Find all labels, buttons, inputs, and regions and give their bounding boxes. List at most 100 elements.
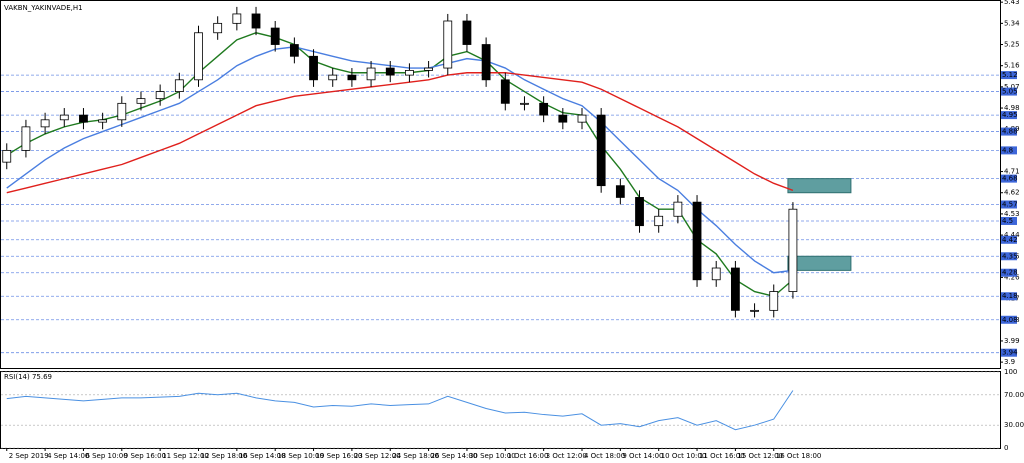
candle-body xyxy=(251,13,261,29)
rsi-tick-label: 100 xyxy=(1004,368,1017,376)
level-label: 4.88 xyxy=(1002,128,1018,136)
y-tick-label: 5.25 xyxy=(1004,41,1020,49)
candle-body xyxy=(385,67,395,76)
zone xyxy=(787,178,852,194)
candle-body xyxy=(520,102,529,105)
candle-body xyxy=(405,70,414,76)
x-tick-label: 3 Oct 12:00 xyxy=(546,452,587,460)
level-label: 4.42 xyxy=(1002,236,1018,244)
level-box xyxy=(1001,235,1017,244)
candle-body xyxy=(347,74,357,81)
level-label: 4.5 xyxy=(1002,217,1013,225)
x-tick-label: 19 Sep 16:00 xyxy=(316,452,363,460)
level-box xyxy=(1001,111,1017,120)
level-label: 4.08 xyxy=(1002,316,1018,324)
y-tick-label: 5.16 xyxy=(1004,62,1020,70)
candle-body xyxy=(500,79,510,104)
candle-body xyxy=(309,55,318,81)
level-box xyxy=(1001,146,1017,155)
candle-body xyxy=(443,20,453,69)
level-label: 4.18 xyxy=(1002,292,1018,300)
candle-body xyxy=(174,79,184,92)
level-label: 4.8 xyxy=(1002,146,1013,154)
candle-body xyxy=(232,13,242,24)
x-tick-label: 30 Sep 10:00 xyxy=(469,452,516,460)
y-tick-label: 4.26 xyxy=(1004,273,1020,281)
candle-body xyxy=(213,22,223,34)
x-tick-label: 12 Sep 18:00 xyxy=(200,452,247,460)
candle-body xyxy=(481,44,491,81)
candle-body xyxy=(328,74,338,81)
level-box xyxy=(1001,252,1017,261)
level-box xyxy=(1001,71,1017,80)
candle-body xyxy=(194,32,203,81)
candle-body xyxy=(59,114,69,121)
candle-body xyxy=(558,114,568,123)
level-box xyxy=(1001,127,1017,136)
candle-body xyxy=(155,91,165,100)
chart-title: VAKBN_YAKINVADE,H1 xyxy=(4,4,83,12)
y-tick-label: 4.71 xyxy=(1004,168,1020,176)
x-tick-label: 16 Oct 18:00 xyxy=(776,452,822,460)
level-label: 3.94 xyxy=(1002,349,1018,357)
level-label: 4.28 xyxy=(1002,269,1018,277)
candle-body xyxy=(136,98,146,104)
candle-body xyxy=(40,119,50,128)
x-tick-label: 11 Sep 12:00 xyxy=(162,452,209,460)
y-tick-label: 3.9 xyxy=(1004,358,1015,366)
y-tick-label: 3.99 xyxy=(1004,337,1020,345)
x-tick-label: 10 Oct 10:00 xyxy=(661,452,707,460)
main-frame xyxy=(0,0,1001,369)
x-tick-label: 24 Sep 18:00 xyxy=(392,452,439,460)
level-label: 5.12 xyxy=(1002,71,1018,79)
x-tick-label: 23 Sep 12:00 xyxy=(354,452,401,460)
level-box xyxy=(1001,268,1017,277)
candle-body xyxy=(79,114,88,123)
moving-average xyxy=(6,46,793,274)
level-box xyxy=(1001,174,1017,183)
candle-body xyxy=(21,126,31,151)
candle-body xyxy=(730,267,740,311)
y-tick-label: 4.44 xyxy=(1004,231,1020,239)
y-tick-label: 4.98 xyxy=(1004,104,1020,112)
rsi-title: RSI(14) 75.69 xyxy=(4,373,52,381)
rsi-frame xyxy=(0,371,1001,449)
candle-body xyxy=(577,114,587,123)
y-tick-label: 5.34 xyxy=(1004,19,1020,27)
x-tick-label: 11 Oct 16:00 xyxy=(699,452,745,460)
x-tick-label: 1 Oct 16:00 xyxy=(507,452,548,460)
candle-body xyxy=(711,267,721,281)
level-label: 5.05 xyxy=(1002,88,1018,96)
rsi-line xyxy=(6,390,794,431)
candle-body xyxy=(750,309,759,312)
y-tick-label: 4.62 xyxy=(1004,189,1020,197)
x-tick-label: 2 Sep 2019 xyxy=(9,452,49,460)
level-box xyxy=(1001,216,1017,225)
x-tick-label: 15 Oct 12:00 xyxy=(737,452,783,460)
x-tick-label: 9 Sep 16:00 xyxy=(124,452,166,460)
candle-body xyxy=(424,67,433,71)
candle-body xyxy=(615,185,625,198)
candle-body xyxy=(539,102,549,116)
level-box xyxy=(1001,200,1017,209)
moving-average xyxy=(6,32,794,298)
y-tick-label: 4.53 xyxy=(1004,210,1020,218)
x-tick-label: 4 Sep 14:00 xyxy=(47,452,89,460)
candle-body xyxy=(462,20,472,45)
candle-body xyxy=(270,27,280,45)
candle-body xyxy=(289,44,299,57)
candle-body xyxy=(769,291,779,311)
level-label: 4.95 xyxy=(1002,111,1018,119)
x-tick-label: 9 Oct 14:00 xyxy=(622,452,663,460)
candle-body xyxy=(596,114,606,187)
candle-body xyxy=(635,197,644,227)
level-box xyxy=(1001,292,1017,301)
level-box xyxy=(1001,315,1017,324)
x-tick-label: 16 Sep 14:00 xyxy=(239,452,286,460)
moving-average xyxy=(6,72,794,194)
zone xyxy=(787,255,852,271)
candle-body xyxy=(654,215,664,227)
level-label: 4.68 xyxy=(1002,175,1018,183)
